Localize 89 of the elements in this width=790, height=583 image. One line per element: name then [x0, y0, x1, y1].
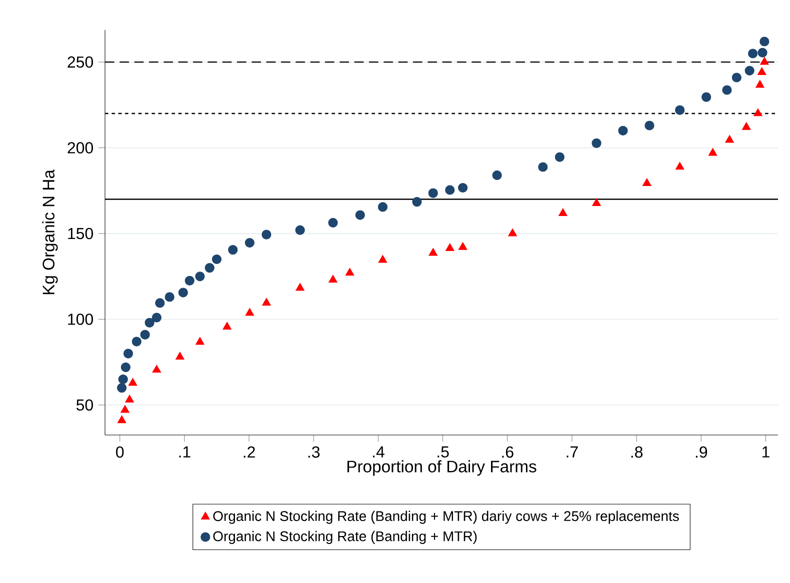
point: [742, 122, 751, 130]
point: [164, 292, 174, 302]
y-tick-label: 100: [68, 314, 93, 325]
point: [618, 126, 628, 136]
point: [428, 248, 438, 256]
point: [120, 405, 130, 413]
x-tick-label: 0: [116, 446, 124, 458]
point: [558, 208, 568, 216]
point: [732, 72, 742, 82]
point: [748, 48, 758, 58]
legend-label: Organic N Stocking Rate (Banding + MTR): [213, 530, 477, 544]
point: [642, 178, 652, 186]
y-tick-label: 50: [76, 399, 94, 411]
x-tick-label: .1: [179, 446, 190, 458]
point: [204, 263, 214, 273]
point: [644, 120, 654, 130]
point: [195, 272, 205, 282]
y-tick-label: 250: [68, 56, 93, 68]
point: [458, 182, 468, 193]
point: [123, 348, 134, 358]
point: [125, 394, 134, 403]
point: [328, 218, 338, 228]
x-tick-label: .4: [373, 446, 384, 458]
point: [492, 170, 502, 180]
point: [245, 308, 254, 316]
point: [355, 210, 365, 220]
x-tick-label: .3: [308, 446, 320, 458]
point: [445, 185, 455, 195]
point: [412, 197, 422, 207]
point: [228, 245, 238, 255]
point: [378, 202, 388, 212]
point: [345, 268, 354, 276]
point: [744, 66, 754, 76]
point: [117, 415, 126, 424]
point: [378, 255, 388, 263]
point: [155, 298, 165, 308]
point: [755, 80, 764, 88]
point: [212, 254, 222, 264]
x-tick-label: .2: [244, 446, 255, 458]
point: [508, 228, 517, 236]
point: [132, 336, 142, 346]
x-axis-title: Proportion of Dairy Farms: [347, 460, 536, 476]
x-tick-label: .5: [438, 446, 449, 458]
point: [708, 148, 718, 156]
x-tick-label: .9: [696, 446, 708, 458]
point: [754, 108, 762, 116]
point: [592, 138, 602, 148]
point: [144, 318, 154, 328]
x-tick-label: 1: [762, 446, 770, 458]
point: [757, 67, 766, 76]
point: [128, 378, 138, 386]
point: [702, 92, 712, 102]
y-tick-label: 150: [68, 228, 93, 240]
point: [592, 198, 601, 206]
point: [445, 243, 454, 251]
point: [758, 48, 768, 58]
point: [140, 330, 150, 340]
point: [244, 238, 254, 248]
point: [675, 162, 684, 170]
point: [296, 282, 304, 291]
point: [178, 288, 188, 298]
point: [760, 36, 770, 46]
point: [262, 230, 272, 240]
point: [328, 274, 338, 283]
point: [458, 242, 468, 250]
point: [262, 298, 271, 306]
point: [295, 225, 305, 235]
legend-label: Organic N Stocking Rate (Banding + MTR) dariy cows + 25% replacements: [213, 510, 679, 524]
point: [722, 85, 732, 95]
point: [538, 162, 548, 172]
point: [222, 322, 232, 330]
point: [152, 364, 162, 373]
x-tick-label: .8: [631, 446, 643, 458]
x-tick-label: .7: [566, 446, 578, 458]
point: [760, 56, 769, 65]
point: [116, 383, 127, 393]
y-tick-label: 200: [68, 142, 93, 154]
point: [725, 135, 734, 143]
y-axis-title: Kg Organic N Ha: [42, 170, 58, 294]
point: [428, 188, 438, 198]
point: [175, 352, 184, 360]
point: [554, 152, 564, 162]
point: [196, 337, 204, 345]
point: [118, 374, 128, 384]
point: [152, 312, 162, 322]
point: [184, 276, 194, 286]
point: [675, 105, 685, 115]
x-tick-label: .6: [502, 446, 514, 458]
point: [120, 362, 130, 372]
